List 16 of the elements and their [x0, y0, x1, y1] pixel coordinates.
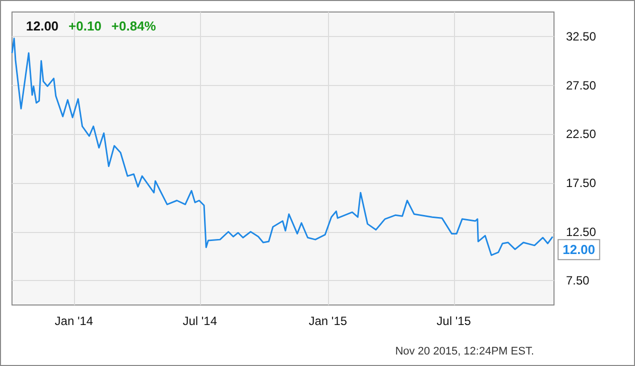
line-series — [11, 38, 554, 256]
annotation: +0.84% — [111, 18, 156, 34]
x-tick-label: Jan '14 — [54, 314, 94, 328]
x-tick-label: Jul '14 — [182, 314, 218, 328]
text: 12.00 — [26, 18, 59, 34]
x-tick-label: Jan '15 — [308, 314, 348, 328]
y-tick-label: 27.50 — [566, 78, 596, 92]
y-tick-label: 17.50 — [566, 176, 596, 190]
y-tick-label: 12.50 — [566, 224, 596, 239]
y-tick-label: 22.50 — [566, 127, 596, 142]
annotation: 12.00 — [562, 242, 596, 258]
y-tick-label: 7.50 — [566, 274, 590, 288]
text: Nov 20 2015, 12:24PM EST. — [395, 346, 534, 358]
y-tick-label: 32.50 — [566, 29, 596, 44]
annotation: +0.10 — [68, 18, 102, 34]
x-tick-label: Jul '15 — [436, 314, 472, 328]
